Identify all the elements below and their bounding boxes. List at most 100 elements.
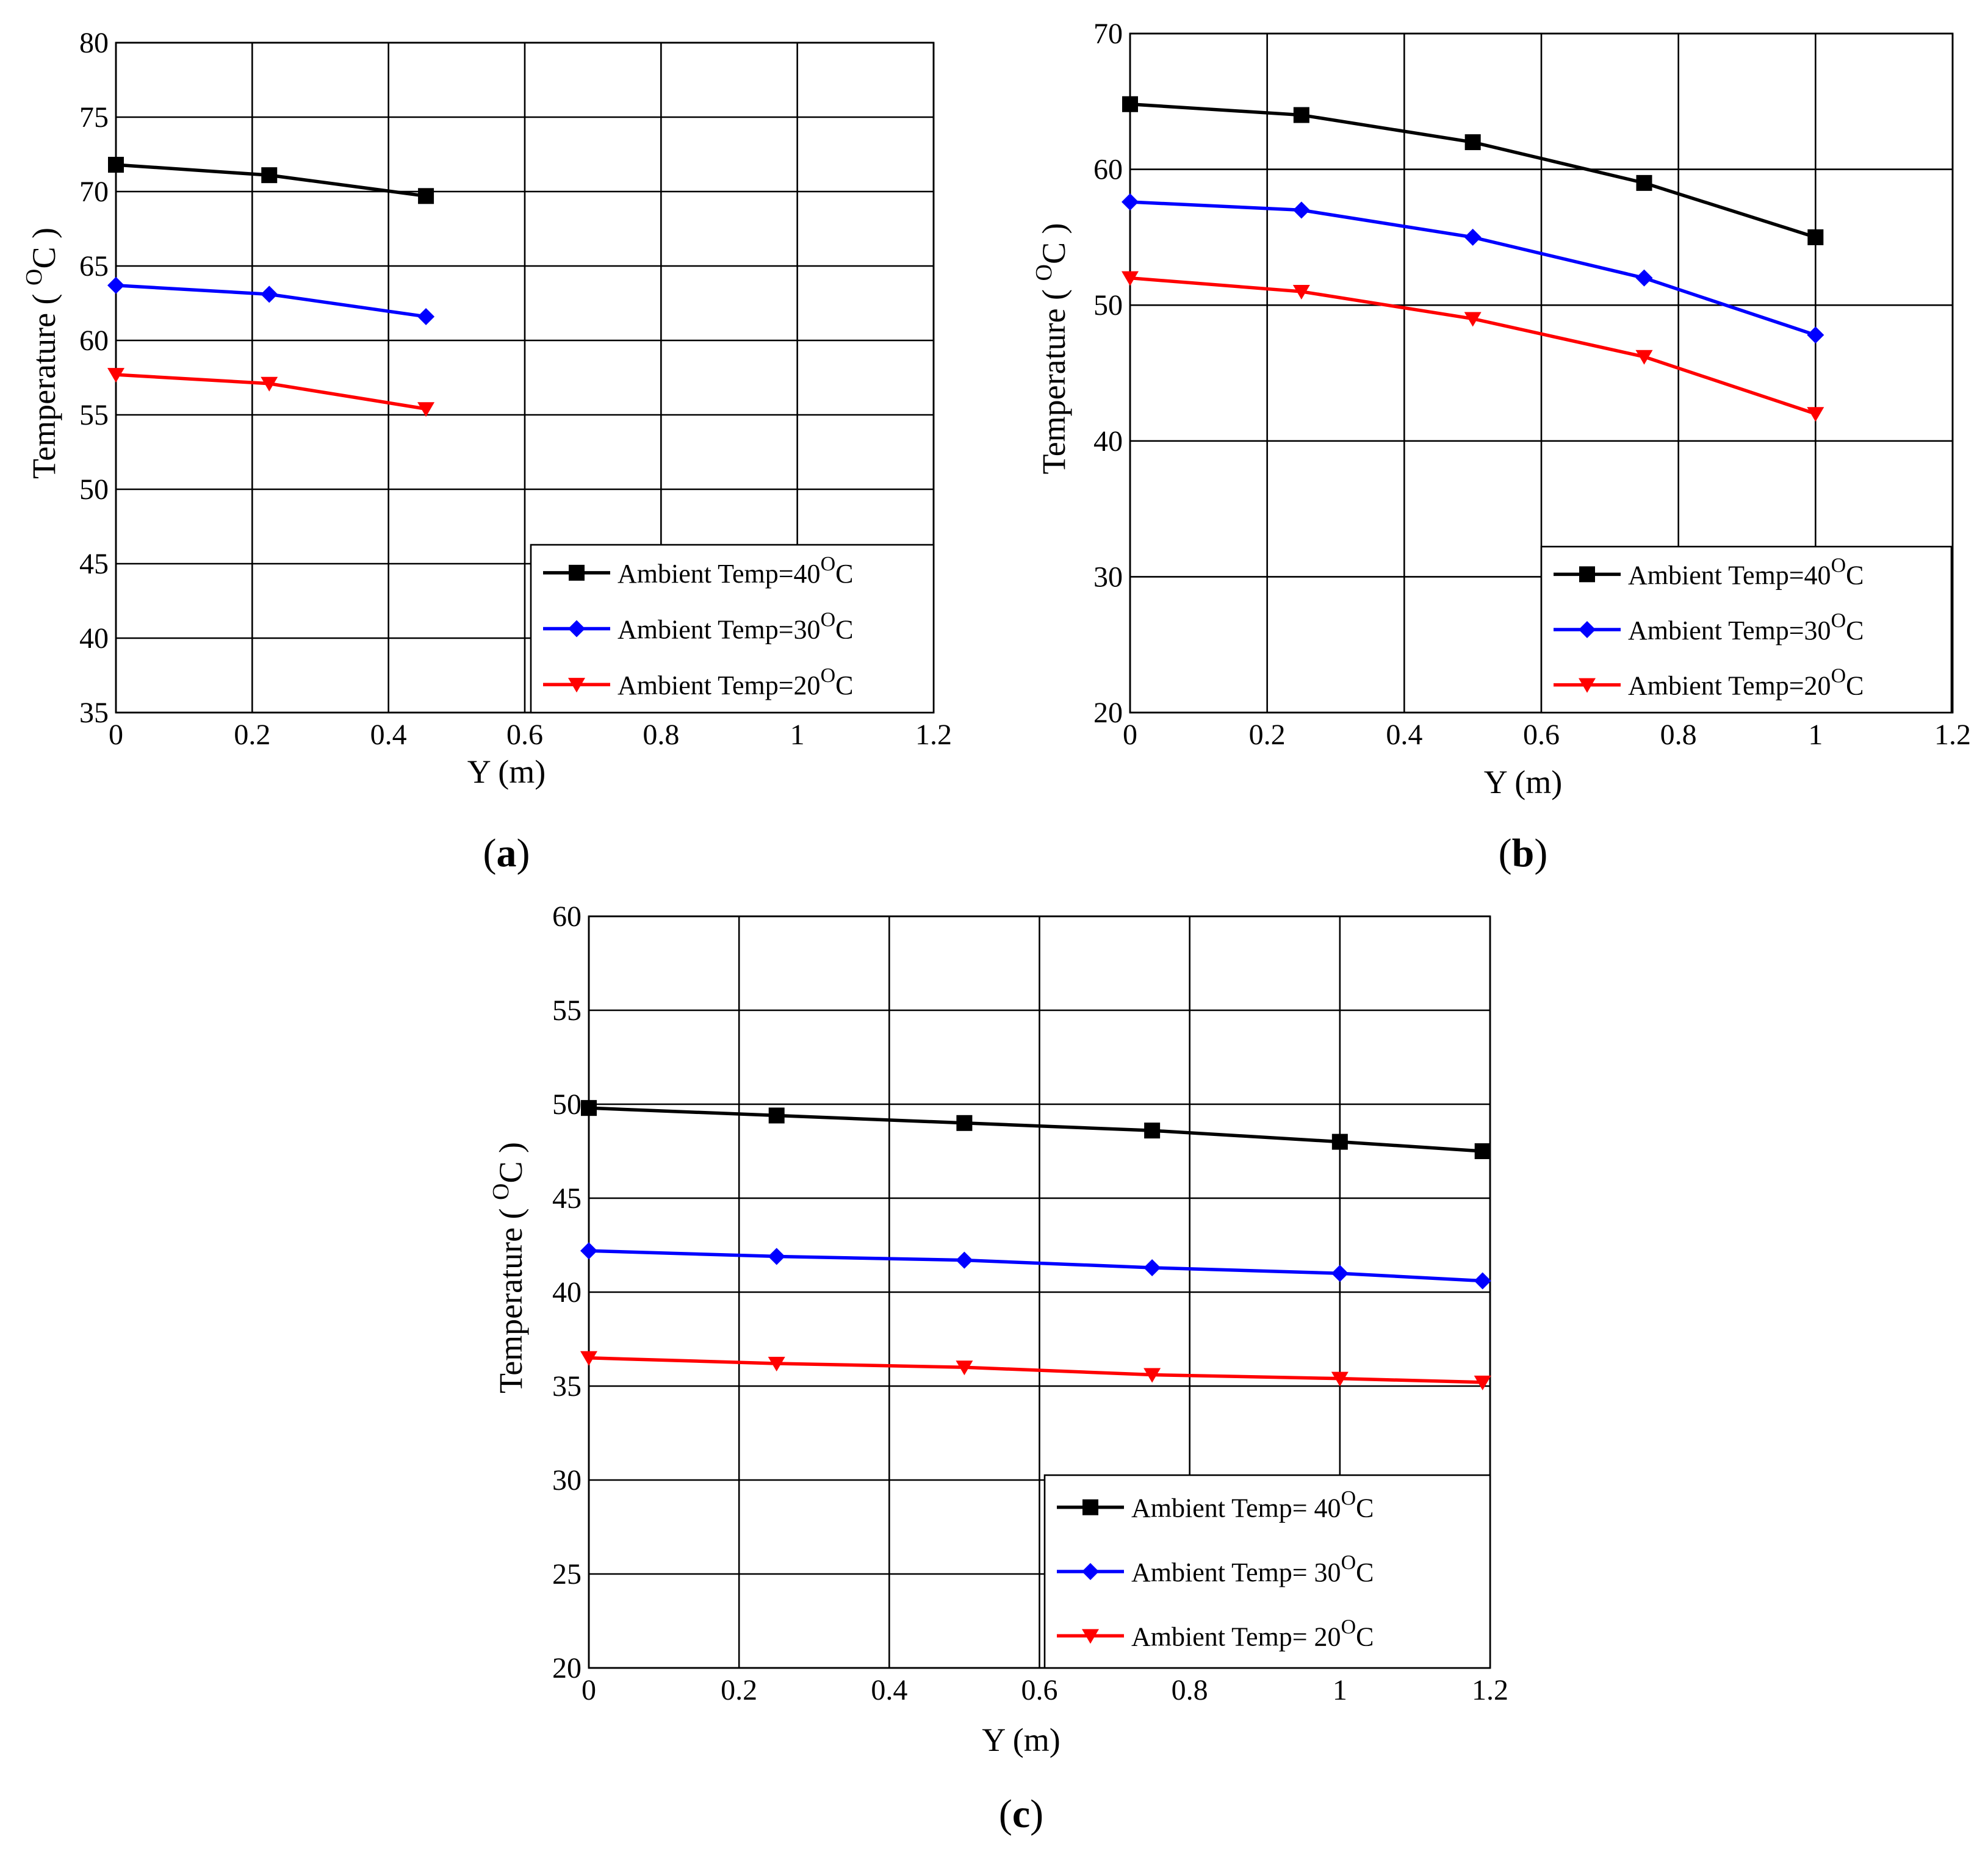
data-point-marker <box>108 157 124 173</box>
y-tick-label: 80 <box>79 27 109 59</box>
legend-entry-superscript: O <box>1831 665 1846 688</box>
legend-entry-superscript: O <box>1831 554 1846 577</box>
x-axis-label: Y (m) <box>1484 764 1562 800</box>
data-point-marker <box>768 1107 785 1124</box>
series-1 <box>1122 193 1824 344</box>
data-point-marker <box>1807 326 1824 344</box>
legend-entry-unit: C <box>1846 560 1864 590</box>
legend-entry-superscript: O <box>1341 1615 1356 1638</box>
y-tick-label: 65 <box>79 250 109 282</box>
panel-label-close: ) <box>1030 1792 1043 1836</box>
panel-label-letter: a <box>497 831 517 875</box>
panel-label-close: ) <box>1534 831 1547 875</box>
legend-entry-label: Ambient Temp= 20OC <box>1131 1615 1374 1651</box>
data-point-marker <box>261 167 278 184</box>
legend-swatch-marker <box>1579 566 1595 583</box>
data-point-marker <box>261 376 278 392</box>
y-axis-label: Temperature ( OC ) <box>488 1142 529 1393</box>
legend-entry-superscript: O <box>1831 609 1846 632</box>
legend-swatch-marker <box>1082 1629 1099 1644</box>
y-tick-label: 20 <box>1093 697 1123 729</box>
legend-entry-unit: C <box>1356 1558 1374 1587</box>
data-point-marker <box>107 276 124 294</box>
series-0 <box>1122 96 1824 245</box>
y-tick-label: 40 <box>552 1276 582 1309</box>
y-tick-label: 40 <box>1093 425 1123 458</box>
y-tick-label: 55 <box>79 399 109 431</box>
y-tick-label: 60 <box>552 900 582 933</box>
legend-entry-text: Ambient Temp=20 <box>618 670 821 700</box>
chart-panel-c: 0 0.2 0.4 0.6 0.8 1 1.2 20 25 30 35 40 45 50 55 60 Y (m)… <box>488 900 1508 1836</box>
legend-entry-superscript: O <box>1341 1551 1356 1574</box>
series-2 <box>1122 271 1824 422</box>
legend-swatch-marker <box>1082 1563 1099 1580</box>
y-axis-label-text: Temperature ( <box>1035 281 1072 474</box>
y-axis-label-unit: C ) <box>492 1142 529 1184</box>
data-point-marker <box>956 1115 973 1131</box>
x-tick-label: 1 <box>1333 1674 1347 1706</box>
panel-label-open: ( <box>1499 831 1512 875</box>
data-point-marker <box>956 1360 973 1376</box>
y-tick-label: 55 <box>552 994 582 1027</box>
data-point-marker <box>107 368 124 383</box>
panel-label: (a) <box>483 831 530 875</box>
data-point-marker <box>417 307 435 325</box>
y-axis-label-unit: C ) <box>1035 223 1072 265</box>
y-tick-label: 50 <box>79 473 109 506</box>
y-axis-label-unit: C ) <box>26 228 62 269</box>
y-axis-label-superscript: O <box>1031 264 1057 281</box>
series-line <box>588 1249 1483 1283</box>
chart-panel-b: 0 0.2 0.4 0.6 0.8 1 1.2 20 30 40 50 60 70 Y (m) Temper… <box>1031 18 1971 875</box>
series-0 <box>581 1100 1491 1159</box>
y-tick-label: 50 <box>552 1088 582 1121</box>
data-point-marker <box>1474 1143 1491 1159</box>
data-point-marker <box>768 1357 785 1372</box>
x-tick-label: 1.2 <box>1472 1674 1508 1706</box>
legend-entry-text: Ambient Temp=40 <box>618 559 821 589</box>
legend-entry-text: Ambient Temp=30 <box>618 615 821 645</box>
y-tick-label: 70 <box>79 176 109 208</box>
legend-swatch-marker <box>568 678 585 693</box>
y-axis-label-text: Temperature ( <box>26 286 62 479</box>
legend-entry-label: Ambient Temp=30OC <box>1628 609 1864 645</box>
x-axis-label: Y (m) <box>467 753 546 790</box>
y-axis-label: Temperature ( OC ) <box>1031 223 1072 475</box>
x-tick-label: 0.8 <box>643 719 679 751</box>
x-tick-label: 0.6 <box>506 719 543 751</box>
data-point-marker <box>417 402 435 417</box>
x-tick-label: 1.2 <box>1934 719 1971 751</box>
x-tick-label: 0.2 <box>1249 719 1286 751</box>
series-2 <box>580 1351 1491 1390</box>
legend-entry-label: Ambient Temp=20OC <box>618 664 853 700</box>
data-point-marker <box>1143 1259 1161 1276</box>
legend-entry-text: Ambient Temp= 30 <box>1131 1558 1341 1587</box>
chart-panel-a: 0 0.2 0.4 0.6 0.8 1 1.2 35 40 45 50 55 60 65 70 75 80 Y (… <box>21 27 952 875</box>
legend-entry-unit: C <box>1846 671 1864 701</box>
data-point-marker <box>580 1351 597 1366</box>
legend-entry-unit: C <box>1356 1493 1374 1523</box>
y-tick-label: 35 <box>552 1370 582 1403</box>
y-axis-label-text: Temperature ( <box>492 1200 529 1393</box>
legend-entry-superscript: O <box>821 609 836 631</box>
x-tick-label: 1.2 <box>915 719 952 751</box>
series-line <box>588 1106 1483 1153</box>
legend-entry-superscript: O <box>821 664 836 687</box>
panel-label-open: ( <box>999 1792 1012 1836</box>
legend-entry-unit: C <box>1356 1622 1374 1651</box>
data-point-marker <box>1331 1265 1349 1282</box>
x-tick-label: 0 <box>109 719 123 751</box>
series-line <box>588 1356 1483 1384</box>
legend-entry-text: Ambient Temp=20 <box>1628 671 1831 701</box>
data-point-marker <box>956 1251 973 1269</box>
data-point-marker <box>580 1242 597 1260</box>
x-tick-label: 0.6 <box>1523 719 1560 751</box>
series-0 <box>108 157 434 204</box>
x-tick-label: 0.4 <box>871 1674 907 1706</box>
y-tick-label: 20 <box>552 1652 582 1684</box>
y-tick-label: 30 <box>1093 561 1123 593</box>
legend-swatch-marker <box>1579 678 1596 693</box>
y-tick-label: 60 <box>79 325 109 357</box>
legend-entry-label: Ambient Temp=20OC <box>1628 665 1864 701</box>
y-tick-label: 35 <box>79 697 109 729</box>
